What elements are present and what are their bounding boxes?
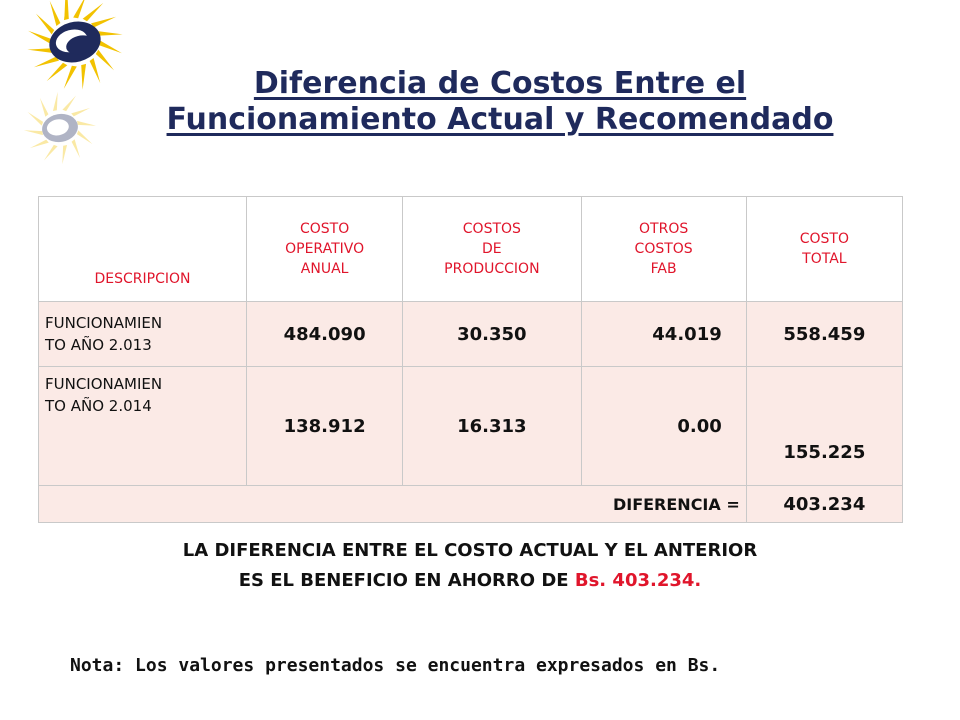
table-header-row: DESCRIPCION COSTO OPERATIVO ANUAL COSTOS… <box>38 196 904 302</box>
conclusion-text: LA DIFERENCIA ENTRE EL COSTO ACTUAL Y EL… <box>30 536 910 596</box>
row-label-2014: FUNCIONAMIEN TO AÑO 2.014 <box>38 366 247 486</box>
sunburst-logo-icon <box>23 0 123 165</box>
cell-total-2013: 558.459 <box>745 301 904 367</box>
page-title: Diferencia de Costos Entre el Funcionami… <box>40 66 960 138</box>
row-label-2013: FUNCIONAMIEN TO AÑO 2.013 <box>38 301 247 367</box>
conclusion-line-2: ES EL BENEFICIO EN AHORRO DE Bs. 403.234… <box>30 566 910 596</box>
cell-other-2013: 44.019 <box>580 301 747 367</box>
cell-total-2014: 155.225 <box>745 366 904 486</box>
conclusion-line-2-text: ES EL BENEFICIO EN AHORRO DE <box>238 570 569 591</box>
savings-amount: Bs. 403.234. <box>574 570 702 591</box>
cell-production-2014: 16.313 <box>402 366 582 486</box>
title-line-2: Funcionamiento Actual y Recomendado <box>166 102 834 137</box>
table-row: FUNCIONAMIEN TO AÑO 2.014 138.912 16.313… <box>38 366 904 486</box>
cell-operating-2013: 484.090 <box>245 301 404 367</box>
table-row: FUNCIONAMIEN TO AÑO 2.013 484.090 30.350… <box>38 301 904 367</box>
title-line-1: Diferencia de Costos Entre el <box>253 66 747 101</box>
difference-value: 403.234 <box>745 485 904 523</box>
header-total-cost: COSTO TOTAL <box>745 196 904 302</box>
cell-production-2013: 30.350 <box>402 301 582 367</box>
conclusion-line-1: LA DIFERENCIA ENTRE EL COSTO ACTUAL Y EL… <box>182 540 758 561</box>
header-other-costs: OTROS COSTOS FAB <box>580 196 747 302</box>
difference-row: DIFERENCIA = 403.234 <box>38 485 904 523</box>
currency-note: Nota: Los valores presentados se encuent… <box>70 655 721 676</box>
header-production-costs: COSTOS DE PRODUCCION <box>402 196 582 302</box>
cell-other-2014: 0.00 <box>580 366 747 486</box>
cell-operating-2014: 138.912 <box>245 366 404 486</box>
cost-comparison-table: DESCRIPCION COSTO OPERATIVO ANUAL COSTOS… <box>38 196 904 523</box>
difference-label: DIFERENCIA = <box>38 485 747 523</box>
header-description: DESCRIPCION <box>38 196 247 302</box>
header-operating-cost: COSTO OPERATIVO ANUAL <box>245 196 404 302</box>
